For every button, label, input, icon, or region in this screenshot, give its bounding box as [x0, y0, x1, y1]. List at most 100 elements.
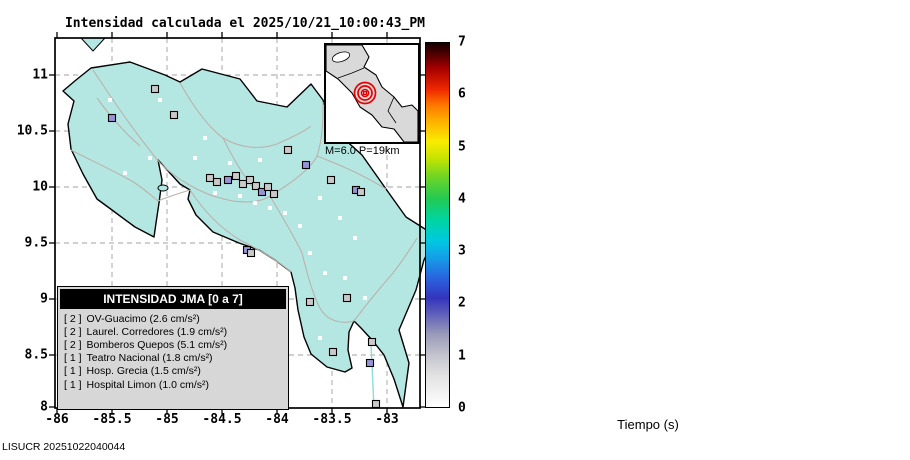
inset-map-canvas [325, 44, 419, 143]
map-y-tick-label: 10.5 [16, 123, 48, 139]
station-intensity-marker [326, 175, 336, 185]
map-x-tick-label: -84 [265, 412, 289, 427]
gulf-island [157, 184, 169, 192]
inset-lake [331, 51, 351, 63]
magnitude-depth-label: M=6.0 P=19km [325, 145, 400, 157]
inset-border-north [337, 67, 365, 79]
colorbar-tick-label: 0 [458, 400, 466, 416]
map-y-tick-label: 9.5 [24, 235, 48, 251]
legend-jma-value: [ 2 ] [64, 312, 82, 325]
map-y-tick-label: 9 [40, 291, 48, 307]
colorbar-tick-label: 1 [458, 348, 466, 364]
town-dot [283, 211, 287, 215]
road-line [96, 97, 141, 147]
epicenter-icon [353, 81, 377, 105]
station-intensity-marker [251, 181, 261, 191]
colorbar-tick-label: 6 [458, 86, 466, 102]
lake-nicaragua-edge [79, 37, 107, 52]
town-dot [238, 194, 242, 198]
legend-jma-value: [ 2 ] [64, 338, 82, 351]
legend-jma-value: [ 1 ] [64, 378, 82, 391]
map-y-tick-label: 8 [40, 399, 48, 415]
legend-jma-value: [ 1 ] [64, 352, 82, 365]
map-y-tick-label: 8.5 [24, 347, 48, 363]
town-dot [308, 251, 312, 255]
intensity-colorbar [425, 42, 450, 408]
town-dot [123, 171, 127, 175]
station-intensity-marker [283, 145, 293, 155]
station-intensity-marker [269, 189, 279, 199]
legend-jma-value: [ 1 ] [64, 365, 82, 378]
colorbar-tick-label: 4 [458, 191, 466, 207]
station-intensity-marker [238, 179, 248, 189]
town-dot [318, 336, 322, 340]
road-line [189, 189, 292, 273]
town-dot [268, 206, 272, 210]
legend-row: [ 2 ] Laurel. Corredores (1.9 cm/s²) [58, 325, 288, 338]
map-x-tick-label: -84.5 [202, 412, 242, 427]
map-y-tick-label: 11 [32, 67, 48, 83]
road-line [70, 149, 159, 202]
legend-station-label: Laurel. Corredores (1.9 cm/s²) [86, 325, 228, 338]
map-x-tick-label: -85.5 [92, 412, 132, 427]
legend-row: [ 2 ] Bomberos Quepos (5.1 cm/s²) [58, 338, 288, 351]
station-intensity-marker [328, 347, 338, 357]
colorbar-tick-label: 3 [458, 243, 466, 259]
town-dot [293, 326, 297, 330]
report-id-footer: LISUCR 20251022040044 [2, 441, 126, 453]
map-title: Intensidad calculada el 2025/10/21_10:00… [64, 16, 426, 31]
intensity-legend: INTENSIDAD JMA [0 a 7] [ 2 ] OV-Guacimo (… [57, 286, 289, 410]
station-intensity-marker [342, 293, 352, 303]
station-intensity-marker [169, 110, 179, 120]
town-dot [338, 216, 342, 220]
town-dot [213, 191, 217, 195]
town-dot [323, 271, 327, 275]
legend-title: INTENSIDAD JMA [0 a 7] [60, 289, 286, 309]
station-intensity-marker [246, 248, 256, 258]
station-intensity-marker [305, 297, 315, 307]
station-intensity-marker [223, 175, 233, 185]
station-intensity-marker [371, 399, 381, 409]
town-dot [318, 196, 322, 200]
road-line [269, 195, 355, 323]
panama-border-line [370, 342, 375, 409]
legend-row: [ 1 ] Teatro Nacional (1.8 cm/s²) [58, 352, 288, 365]
town-dot [343, 276, 347, 280]
legend-row: [ 1 ] Hosp. Grecia (1.5 cm/s²) [58, 365, 288, 378]
station-intensity-marker [150, 84, 160, 94]
town-dot [193, 156, 197, 160]
town-dot [253, 201, 257, 205]
colorbar-tick-label: 7 [458, 34, 466, 50]
town-dot [228, 161, 232, 165]
map-x-tick-label: -86 [45, 412, 69, 427]
road-line [179, 82, 312, 148]
map-x-tick-label: -83 [375, 412, 399, 427]
town-dot [258, 158, 262, 162]
station-intensity-marker [257, 187, 267, 197]
epicenter-inset-map [324, 43, 420, 144]
station-intensity-marker [356, 187, 366, 197]
road-line [157, 189, 191, 202]
station-intensity-marker [301, 160, 311, 170]
station-intensity-marker [212, 177, 222, 187]
map-y-tick-label: 10 [32, 179, 48, 195]
legend-jma-value: [ 2 ] [64, 325, 82, 338]
station-intensity-marker [107, 113, 117, 123]
road-line [316, 155, 387, 190]
legend-rows: [ 2 ] OV-Guacimo (2.6 cm/s²) [ 2 ] Laurel. … [58, 312, 288, 391]
inset-border-south [387, 96, 397, 124]
legend-row: [ 1 ] Hospital Limon (1.0 cm/s²) [58, 378, 288, 391]
town-dot [108, 98, 112, 102]
map-x-tick-label: -85 [155, 412, 179, 427]
town-dot [353, 236, 357, 240]
legend-station-label: Hosp. Grecia (1.5 cm/s²) [86, 365, 201, 378]
legend-station-label: Teatro Nacional (1.8 cm/s²) [86, 352, 213, 365]
station-intensity-marker [263, 182, 273, 192]
map-x-tick-label: -83.5 [312, 412, 352, 427]
station-intensity-marker [231, 171, 241, 181]
town-dot [158, 98, 162, 102]
station-intensity-marker [367, 337, 377, 347]
colorbar-tick-label: 2 [458, 295, 466, 311]
station-intensity-marker [205, 173, 215, 183]
